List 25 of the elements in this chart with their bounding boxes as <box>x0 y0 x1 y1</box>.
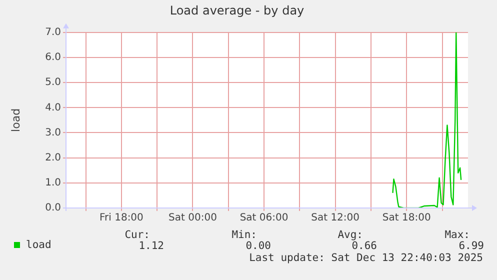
y-tick-label: 5.0 <box>45 77 61 88</box>
text: 1.12 <box>138 240 164 252</box>
chart-title: Load average - by day <box>170 3 304 18</box>
text: Last update: Sat Dec 13 22:40:03 2025 <box>249 252 483 264</box>
text: Min: <box>232 229 257 241</box>
x-tick-label: Sat 00:00 <box>168 212 217 224</box>
y-tick-label: 0.0 <box>45 202 61 214</box>
y-tick-label: 7.0 <box>45 26 61 38</box>
legend-label: load <box>26 239 52 251</box>
y-tick-label: 4.0 <box>45 102 61 114</box>
y-tick-label: 3.0 <box>45 127 61 138</box>
x-tick-label: Sat 06:00 <box>240 212 288 224</box>
text: 0.66 <box>352 240 377 252</box>
y-tick-label: 6.0 <box>45 52 61 64</box>
x-tick-label: Fri 18:00 <box>99 212 144 224</box>
text: Avg: <box>338 229 363 241</box>
x-tick-label: Sat 18:00 <box>382 212 431 224</box>
y-axis-title: load <box>9 108 22 132</box>
x-tick-label: Sat 12:00 <box>311 212 360 224</box>
y-tick-label: 2.0 <box>45 152 61 164</box>
text: 6.99 <box>458 240 484 252</box>
text: Max: <box>444 229 470 241</box>
y-tick-label: 1.0 <box>45 178 61 189</box>
text: Cur: <box>124 229 150 241</box>
text: 0.00 <box>246 240 271 252</box>
